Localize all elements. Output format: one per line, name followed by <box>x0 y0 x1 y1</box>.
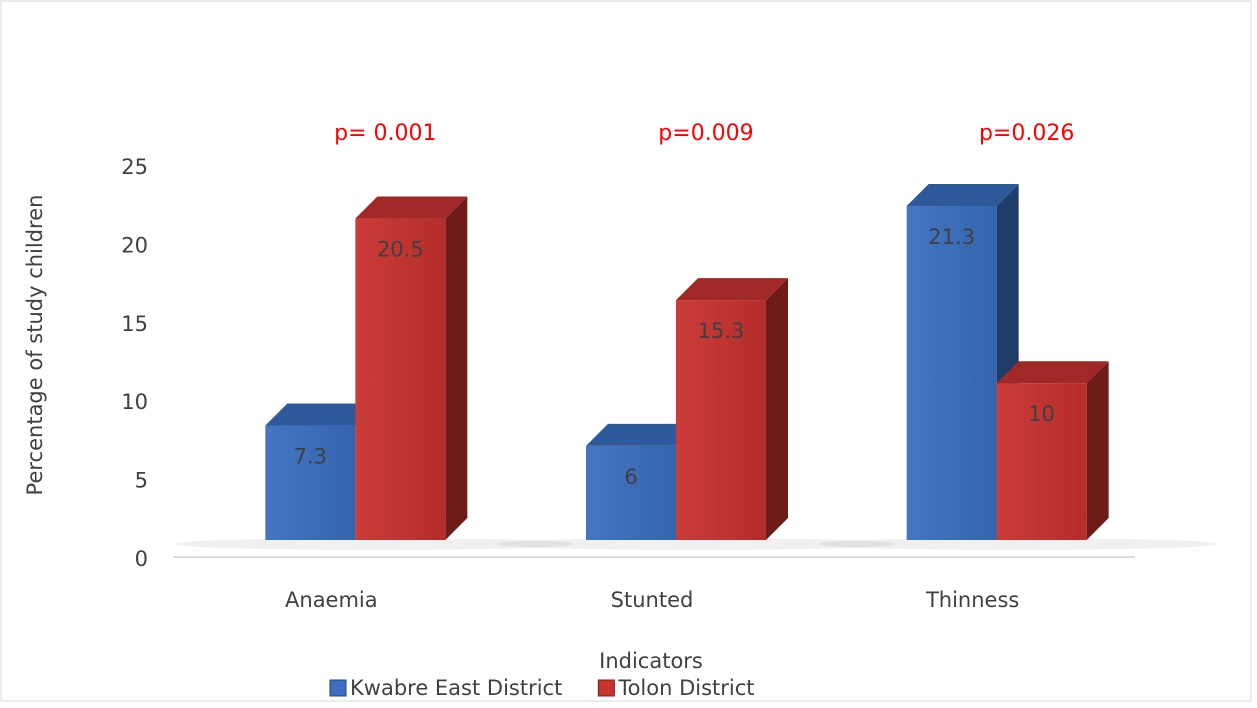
bar-side <box>1086 361 1109 540</box>
bar <box>906 184 1019 541</box>
legend-label: Kwabre East District <box>350 676 562 700</box>
bar-top <box>996 361 1109 384</box>
legend-swatch <box>329 679 347 697</box>
bar-shadow <box>816 538 1217 550</box>
bar-side <box>766 278 788 540</box>
data-label: 7.3 <box>294 445 327 469</box>
bar <box>355 196 468 540</box>
x-tick-label: Thinness <box>925 588 1019 612</box>
bar-top <box>676 278 788 301</box>
bar-front <box>676 300 766 540</box>
bar-front <box>906 206 997 541</box>
annotation: p=0.009 <box>658 121 753 146</box>
legend-item: Tolon District <box>597 676 755 700</box>
y-tick-label: 15 <box>121 312 148 336</box>
bar-top <box>906 184 1019 207</box>
bar-shadow <box>496 538 896 550</box>
data-label: 6 <box>624 465 637 489</box>
data-label: 20.5 <box>377 238 424 262</box>
y-tick-label: 5 <box>135 469 148 493</box>
bar-front <box>996 383 1087 540</box>
y-tick-label: 25 <box>121 155 148 179</box>
bar-shadow <box>175 538 576 550</box>
bar-front <box>586 445 676 540</box>
y-tick-label: 20 <box>121 233 148 257</box>
bar-front <box>355 218 446 540</box>
annotation: p= 0.001 <box>334 121 436 146</box>
legend-item: Kwabre East District <box>329 676 562 700</box>
bar-top <box>586 423 698 446</box>
x-tick-label: Anaemia <box>285 588 378 612</box>
y-tick-label: 0 <box>135 547 148 571</box>
x-tick-label: Stunted <box>611 588 694 612</box>
legend-label: Tolon District <box>617 676 754 700</box>
y-tick-label: 10 <box>121 390 148 414</box>
data-label: 10 <box>1028 402 1055 426</box>
data-label: 21.3 <box>928 225 975 249</box>
bar-top <box>355 196 468 219</box>
legend-swatch <box>597 679 615 697</box>
bar-top <box>265 403 378 426</box>
bar-side <box>445 196 468 540</box>
bar <box>676 278 788 540</box>
y-axis-title: Percentage of study children <box>23 195 47 496</box>
data-label: 15.3 <box>698 319 745 343</box>
bar <box>996 361 1109 540</box>
annotation: p=0.026 <box>979 121 1074 146</box>
bar-front <box>265 425 356 540</box>
x-axis-title: Indicators <box>599 649 703 673</box>
